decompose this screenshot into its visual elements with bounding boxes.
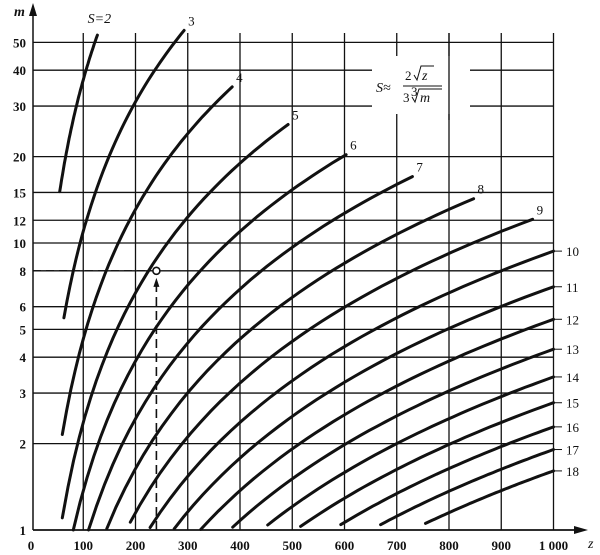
curve-label: 11 — [566, 280, 579, 295]
y-tick-label: 6 — [20, 300, 27, 315]
curve-s-17 — [379, 448, 555, 527]
y-tick-label: 30 — [13, 99, 26, 114]
example-point-marker — [152, 266, 161, 276]
curve-s-12 — [199, 317, 555, 531]
x-axis-arrow-icon — [574, 526, 588, 534]
x-tick-label: 700 — [387, 538, 407, 553]
formula-num-var: z — [421, 69, 428, 84]
x-tick-label: 900 — [492, 538, 512, 553]
curve-label: 16 — [566, 420, 580, 435]
y-tick-label: 5 — [20, 322, 27, 337]
curve-s-13 — [231, 347, 555, 529]
curve-label: S=2 — [88, 12, 111, 27]
y-axis-label: m — [14, 5, 25, 20]
curve-label: 12 — [566, 312, 579, 327]
curve-label: 17 — [566, 443, 580, 458]
curve-label: 9 — [537, 202, 544, 217]
curve-label: 15 — [566, 396, 579, 411]
y-tick-label: 2 — [20, 437, 27, 452]
curve-s-8 — [105, 197, 476, 531]
tick-labels: 0 100 200 300 400 500 600 700 800 900 1 0001234568… — [13, 35, 568, 553]
formula-den-var: m — [420, 91, 430, 106]
curve-label: 6 — [350, 138, 357, 153]
sqrt-icon — [413, 65, 434, 82]
curve-label: 13 — [566, 342, 579, 357]
example-annotation — [33, 266, 161, 530]
formula-num-coef: 2 — [405, 68, 412, 83]
y-tick-label: 1 — [20, 523, 27, 538]
formula-root-index: 3 — [411, 84, 418, 99]
x-tick-label: 800 — [439, 538, 459, 553]
y-tick-label: 40 — [13, 63, 26, 78]
formula-lhs: S≈ — [376, 81, 391, 96]
curves: S=2 3 4 5 6 7 8 9 10 11 12 13 14 15 16 17 18 — [58, 12, 580, 532]
x-axis-label: z — [587, 537, 594, 552]
curve-label: 4 — [236, 70, 243, 85]
y-tick-label: 50 — [13, 35, 26, 50]
curve-s-16 — [339, 425, 555, 527]
curve-s-2 — [58, 33, 99, 194]
curve-s-18 — [424, 469, 555, 525]
curve-s-5 — [60, 123, 290, 520]
curve-s-6 — [71, 153, 348, 532]
cube-root-icon — [411, 88, 442, 104]
x-tick-label: 500 — [283, 538, 303, 553]
curve-label: 3 — [188, 13, 195, 28]
x-tick-label: 0 — [28, 538, 35, 553]
curve-s-3 — [62, 28, 186, 320]
y-tick-label: 4 — [20, 350, 27, 365]
curve-s-10 — [148, 249, 555, 529]
y-tick-label: 8 — [20, 264, 27, 279]
y-tick-label: 3 — [20, 386, 27, 401]
x-tick-label: 600 — [335, 538, 355, 553]
x-tick-label: 1 000 — [539, 538, 568, 553]
y-tick-label: 10 — [13, 236, 26, 251]
curve-label: 18 — [566, 464, 579, 479]
curve-s-4 — [60, 85, 234, 436]
y-tick-label: 20 — [13, 150, 26, 165]
formula-den-coef: 3 — [403, 90, 410, 105]
y-axis-arrow-icon — [29, 3, 37, 16]
axes: mz — [14, 3, 594, 552]
curve-s-7 — [87, 175, 414, 532]
curve-label: 14 — [566, 370, 580, 385]
x-tick-label: 400 — [230, 538, 250, 553]
curve-label: 8 — [478, 182, 485, 197]
y-tick-label: 15 — [13, 185, 27, 200]
formula-box: S≈ 2 z3 3 m — [372, 33, 470, 120]
curve-s-15 — [299, 401, 555, 528]
curve-label: 7 — [416, 160, 423, 175]
x-tick-label: 300 — [178, 538, 198, 553]
curve-label: 10 — [566, 244, 579, 259]
arrow-up-icon — [153, 277, 160, 287]
curve-s-11 — [172, 285, 555, 531]
curve-s-14 — [266, 375, 555, 527]
curve-label: 5 — [292, 108, 299, 123]
curve-s-9 — [128, 217, 535, 524]
y-tick-label: 12 — [13, 213, 26, 228]
x-tick-label: 100 — [74, 538, 94, 553]
x-tick-label: 200 — [126, 538, 146, 553]
